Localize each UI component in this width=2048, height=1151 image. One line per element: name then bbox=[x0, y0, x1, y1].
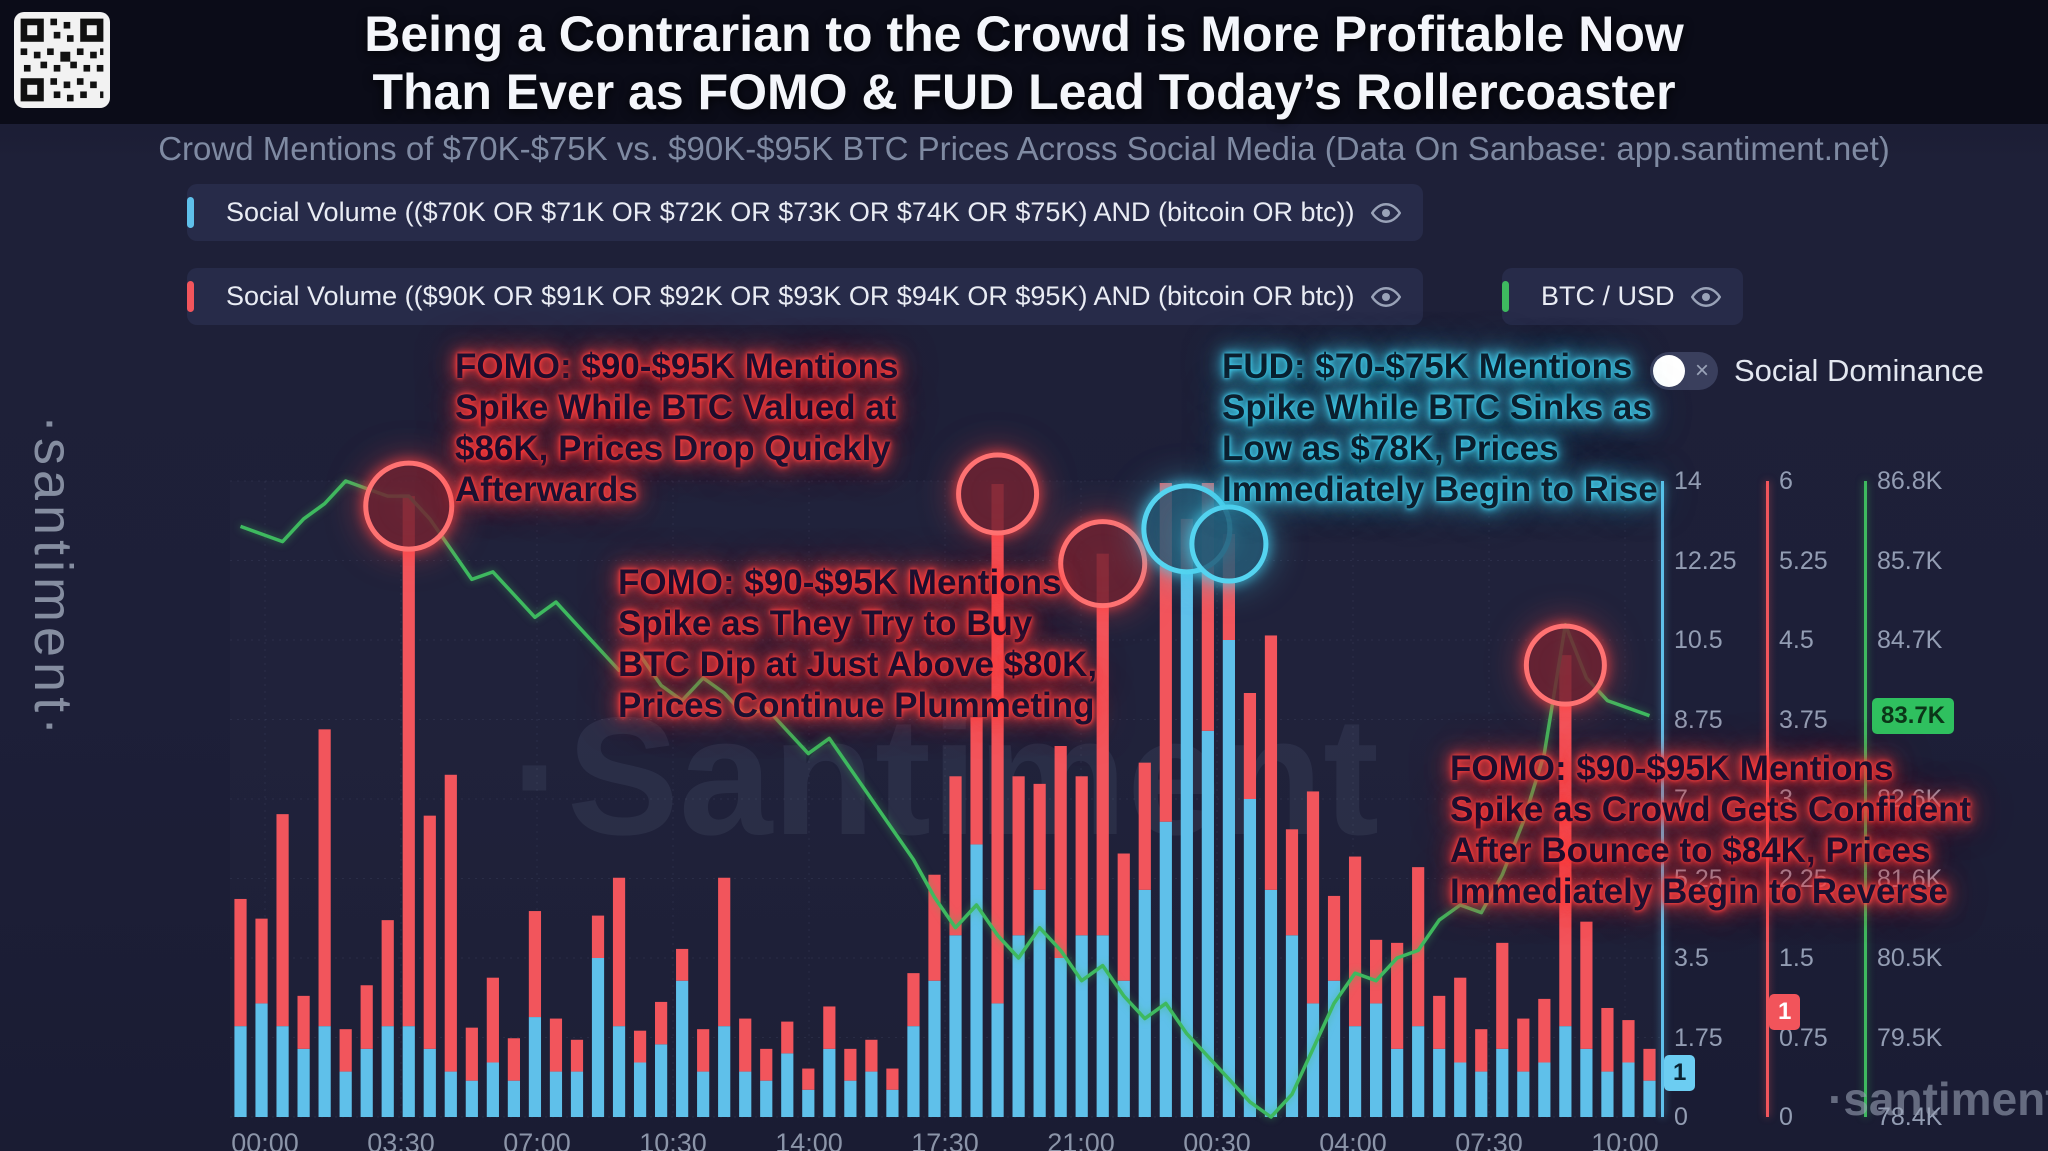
annotation-line: FOMO: $90-$95K Mentions bbox=[455, 347, 899, 386]
x-axis-label: 21:00 bbox=[1047, 1128, 1115, 1151]
axis-tick-blue: 1.75 bbox=[1674, 1023, 1723, 1052]
social-dominance-toggle[interactable]: × bbox=[1650, 352, 1718, 390]
axis-tick-red: 1.5 bbox=[1779, 944, 1814, 972]
legend-label-btc-usd: BTC / USD bbox=[1541, 281, 1675, 311]
axis-tick-red: 0 bbox=[1779, 1103, 1793, 1131]
social-dominance-label: Social Dominance bbox=[1734, 353, 1984, 388]
annotation-line: $86K, Prices Drop Quickly bbox=[455, 429, 891, 468]
title-bar: Being a Contrarian to the Crowd is More … bbox=[0, 0, 2048, 124]
x-axis-label: 10:30 bbox=[639, 1128, 707, 1151]
axis-tick-blue: 14 bbox=[1674, 467, 1702, 495]
plot-svg[interactable] bbox=[230, 452, 1660, 1119]
annotation-line: Afterwards bbox=[455, 470, 638, 509]
legend-color-bar-red bbox=[187, 281, 194, 312]
axis-tick-blue: 3.5 bbox=[1674, 944, 1709, 972]
annotation-line: Prices Continue Plummeting bbox=[618, 686, 1095, 725]
axis-tick-blue: 8.75 bbox=[1674, 705, 1723, 734]
axis-tick-blue: 0 bbox=[1674, 1103, 1688, 1131]
axis-tick-green: 81.6K bbox=[1877, 864, 1943, 893]
annotation-fomo-84k-bounce: FOMO: $90-$95K Mentions Spike as Crowd G… bbox=[1450, 748, 1971, 912]
legend-color-bar-green bbox=[1502, 281, 1509, 312]
current-value-badge-blue: 1 bbox=[1664, 1054, 1696, 1091]
visibility-eye-icon[interactable] bbox=[1690, 282, 1721, 312]
toggle-close-icon: × bbox=[1694, 357, 1709, 384]
santiment-vertical-logo: ·santiment· bbox=[23, 415, 83, 741]
axis-tick-red: 3.75 bbox=[1779, 705, 1828, 734]
axis-tick-green: 79.5K bbox=[1877, 1023, 1943, 1052]
santiment-logo-bottom: ·santiment bbox=[1828, 1073, 2048, 1125]
axis-line-social-volume-90-95k bbox=[1766, 481, 1769, 1117]
x-axis-label: 04:00 bbox=[1319, 1128, 1387, 1151]
annotation-fud-78k: FUD: $70-$75K Mentions Spike While BTC S… bbox=[1222, 346, 1658, 510]
axis-tick-blue: 7 bbox=[1674, 785, 1688, 813]
page-title-line2: Than Ever as FOMO & FUD Lead Today’s Rol… bbox=[372, 64, 1676, 120]
annotation-line: BTC Dip at Just Above $80K, bbox=[618, 645, 1098, 684]
axis-line-social-volume-70-75k bbox=[1661, 481, 1664, 1117]
x-axis-label: 10:00 bbox=[1591, 1128, 1659, 1151]
x-axis-label: 07:30 bbox=[1455, 1128, 1523, 1151]
axis-tick-green: 85.7K bbox=[1877, 546, 1943, 575]
toggle-knob-icon bbox=[1653, 355, 1685, 387]
axis-tick-red: 6 bbox=[1779, 467, 1793, 495]
annotation-line: FOMO: $90-$95K Mentions bbox=[1450, 749, 1894, 788]
x-axis-label: 17:30 bbox=[911, 1128, 979, 1151]
x-axis-label: 00:00 bbox=[231, 1128, 299, 1151]
qr-code bbox=[14, 12, 110, 108]
social-dominance-control: × Social Dominance bbox=[1650, 352, 1984, 390]
annotation-line: Low as $78K, Prices bbox=[1222, 429, 1559, 468]
x-axis-label: 00:30 bbox=[1183, 1128, 1251, 1151]
annotation-line: Immediately Begin to Reverse bbox=[1450, 872, 1948, 911]
axis-line-btc-usd bbox=[1864, 481, 1867, 1117]
annotation-line: Spike While BTC Valued at bbox=[455, 388, 897, 427]
axis-tick-green: 84.7K bbox=[1877, 626, 1943, 654]
annotation-fomo-80k-dip: FOMO: $90-$95K Mentions Spike as They Tr… bbox=[618, 562, 1097, 726]
x-axis-label: 14:00 bbox=[775, 1128, 843, 1151]
page-title-line1: Being a Contrarian to the Crowd is More … bbox=[364, 6, 1684, 62]
legend-social-volume-70-75k[interactable]: Social Volume (($70K OR $71K OR $72K OR … bbox=[187, 184, 1423, 241]
axis-tick-red: 4.5 bbox=[1779, 626, 1814, 654]
axis-tick-red: 2.25 bbox=[1779, 864, 1828, 893]
visibility-eye-icon[interactable] bbox=[1370, 282, 1401, 312]
axis-tick-red: 5.25 bbox=[1779, 546, 1828, 575]
legend-color-bar-blue bbox=[187, 197, 194, 228]
annotation-line: Spike as Crowd Gets Confident bbox=[1450, 790, 1972, 829]
annotation-line: Spike as They Try to Buy bbox=[618, 604, 1033, 643]
axis-tick-green: 78.4K bbox=[1877, 1103, 1943, 1131]
annotation-line: After Bounce to $84K, Prices bbox=[1450, 831, 1931, 870]
annotation-line: FOMO: $90-$95K Mentions bbox=[618, 563, 1062, 602]
x-axis-label: 03:30 bbox=[367, 1128, 435, 1151]
current-value-badge-green: 83.7K bbox=[1872, 697, 1955, 734]
visibility-eye-icon[interactable] bbox=[1370, 198, 1401, 228]
axis-tick-blue: 10.5 bbox=[1674, 626, 1723, 654]
legend-btc-usd[interactable]: BTC / USD bbox=[1502, 268, 1743, 325]
chart-subtitle: Crowd Mentions of $70K-$75K vs. $90K-$95… bbox=[158, 130, 1890, 167]
axis-tick-blue: 12.25 bbox=[1674, 546, 1737, 575]
axis-tick-green: 80.5K bbox=[1877, 944, 1943, 972]
annotation-line: Immediately Begin to Rise bbox=[1222, 470, 1658, 509]
axis-tick-blue: 5.25 bbox=[1674, 864, 1723, 893]
x-axis-label: 07:00 bbox=[503, 1128, 571, 1151]
annotation-line: FUD: $70-$75K Mentions bbox=[1222, 347, 1633, 386]
axis-tick-green: 86.8K bbox=[1877, 467, 1943, 495]
legend-label-90-95k: Social Volume (($90K OR $91K OR $92K OR … bbox=[226, 281, 1355, 311]
legend-social-volume-90-95k[interactable]: Social Volume (($90K OR $91K OR $92K OR … bbox=[187, 268, 1423, 325]
axis-tick-red: 3 bbox=[1779, 785, 1793, 813]
axis-tick-green: 82.6K bbox=[1877, 785, 1943, 813]
legend-label-70-75k: Social Volume (($70K OR $71K OR $72K OR … bbox=[226, 197, 1355, 227]
current-value-badge-red: 1 bbox=[1769, 994, 1801, 1030]
annotation-line: Spike While BTC Sinks as bbox=[1222, 388, 1652, 427]
annotation-fomo-86k: FOMO: $90-$95K Mentions Spike While BTC … bbox=[455, 346, 898, 510]
